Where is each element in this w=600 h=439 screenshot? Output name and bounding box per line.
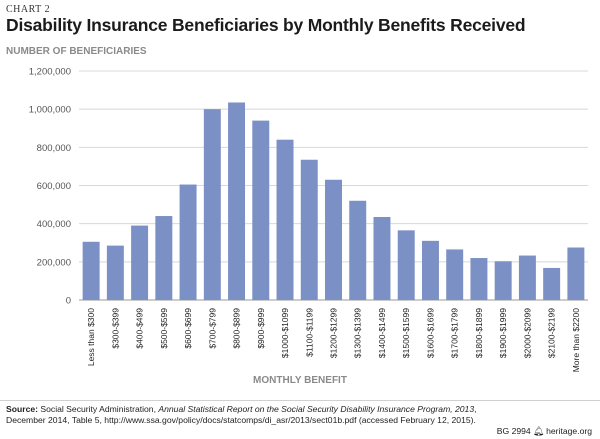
x-tick-label: $1300-$1399 [353,308,363,358]
bar-chart: 0 200,000 400,000 600,000 800,000 1,000,000 1,… [29,67,588,373]
source-publication-title: Annual Statistical Report on the Social … [158,404,475,414]
x-tick-label: $500-$599 [159,308,169,349]
y-tick-label: 1,000,000 [29,105,71,116]
report-code: BG 2994 [496,426,531,436]
x-tick-label: $1200-$1299 [329,308,339,358]
bar [349,200,367,300]
bar [567,247,585,300]
bar [82,241,100,300]
x-tick-label: $1900-$1999 [498,308,508,358]
footer-divider [0,400,600,401]
bar [106,245,124,300]
chart-number-label: CHART 2 [6,4,51,15]
bar [131,225,149,300]
bar [203,109,221,300]
chart-title: Disability Insurance Beneficiaries by Mo… [6,15,526,35]
x-tick-label: $2000-$2099 [522,308,532,358]
bar [373,216,391,300]
x-tick-label: $400-$499 [135,308,145,349]
x-tick-label: $600-$699 [183,308,193,349]
y-axis-label: NUMBER OF BENEFICIARIES [6,46,147,57]
x-tick-labels: Less than $300 $300-$399 $400-$499 $500-$59… [86,308,581,373]
bar [446,249,464,300]
x-tick-label: $1100-$1199 [304,308,314,357]
bar [494,261,512,300]
footer-credit: BG 2994 🔔︎ heritage.org [497,426,592,437]
x-tick-label: $300-$399 [110,308,120,349]
bar [421,240,439,300]
bar [543,267,561,300]
x-tick-label: More than $2200 [571,308,581,373]
x-tick-label: $1600-$1699 [425,308,435,358]
bars [82,102,585,301]
bar [155,216,173,300]
x-tick-label: $800-$899 [232,308,242,349]
x-tick-label: Less than $300 [86,308,96,366]
source-label: Source: [6,404,38,414]
x-tick-label: $1000-$1099 [280,308,290,358]
x-tick-label: $1800-$1899 [474,308,484,358]
source-text-post: , December 2014, Table 5, http://www.ssa… [6,404,477,425]
source-text-pre: Social Security Administration, [38,404,159,414]
y-tick-label: 0 [66,296,71,307]
y-tick-label: 800,000 [37,143,71,154]
y-tick-label: 200,000 [37,257,71,268]
bar [252,120,270,301]
x-tick-label: $1400-$1499 [377,308,387,358]
bar [179,184,197,300]
bar [397,230,415,300]
y-tick-label: 600,000 [37,181,71,192]
y-tick-label: 400,000 [37,219,71,230]
x-tick-label: $1500-$1599 [401,308,411,358]
x-tick-label: $900-$999 [256,308,266,349]
x-tick-label: $2100-$2199 [547,308,557,358]
y-tick-label: 1,200,000 [29,67,71,78]
heritage-site-link[interactable]: heritage.org [546,426,592,436]
x-tick-label: $700-$799 [207,308,217,349]
bar [518,255,536,300]
x-axis-label: MONTHLY BENEFIT [253,375,347,386]
liberty-bell-icon: 🔔︎ [532,426,545,436]
bar [300,159,318,300]
bar [470,258,488,300]
bar [325,179,342,300]
x-tick-label: $1700-$1799 [450,308,460,358]
source-note: Source: Social Security Administration, … [6,404,486,426]
bar [228,102,246,301]
bar [276,139,294,300]
y-tick-labels: 0 200,000 400,000 600,000 800,000 1,000,000 1,… [29,67,71,307]
